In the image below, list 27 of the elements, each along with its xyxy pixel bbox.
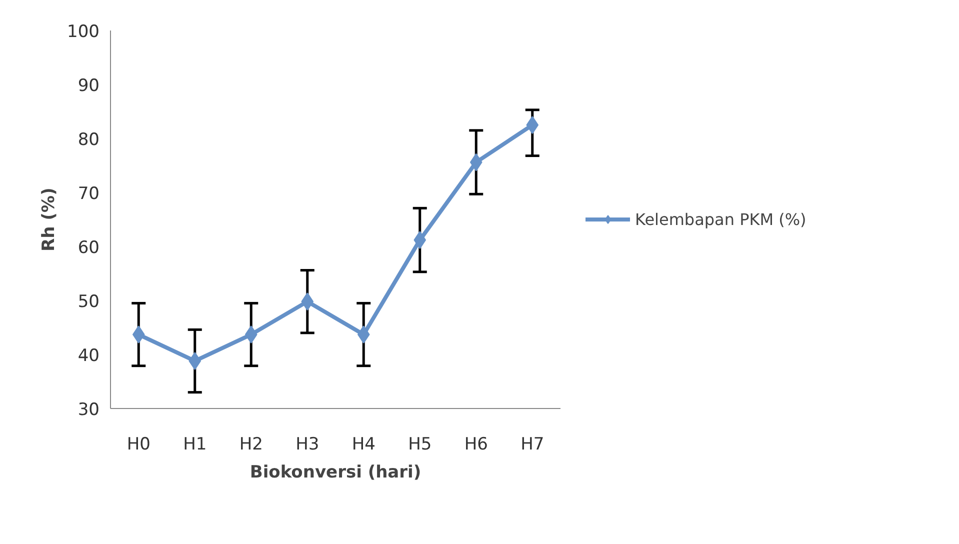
y-tick-label: 40 xyxy=(78,346,100,366)
x-axis-title: Biokonversi (hari) xyxy=(250,462,422,482)
x-tick-label: H7 xyxy=(520,434,544,454)
point xyxy=(526,116,539,134)
point xyxy=(244,326,258,344)
x-tick-label: H5 xyxy=(408,434,432,454)
y-tick-label: 80 xyxy=(78,130,100,150)
x-tick-label: H6 xyxy=(464,434,488,454)
point xyxy=(132,326,145,344)
y-tick-label: 30 xyxy=(78,400,100,420)
point xyxy=(357,326,370,344)
x-tick-label: H4 xyxy=(352,434,376,454)
point xyxy=(188,352,202,370)
x-tick-label: H0 xyxy=(126,434,150,454)
point xyxy=(470,153,482,172)
y-tick-label: 90 xyxy=(78,76,100,96)
point xyxy=(414,231,426,250)
legend-label: Kelembapan PKM (%) xyxy=(635,210,806,228)
y-axis-title: Rh (%) xyxy=(39,188,60,252)
x-tick-label: H2 xyxy=(239,434,263,454)
x-tick-label: H1 xyxy=(183,434,207,454)
y-tick-label: 60 xyxy=(78,238,100,258)
point xyxy=(301,292,314,311)
x-tick-label: H3 xyxy=(296,434,320,454)
y-tick-label: 100 xyxy=(67,22,100,42)
y-tick-label: 70 xyxy=(78,184,100,204)
y-tick-label: 50 xyxy=(78,292,100,312)
